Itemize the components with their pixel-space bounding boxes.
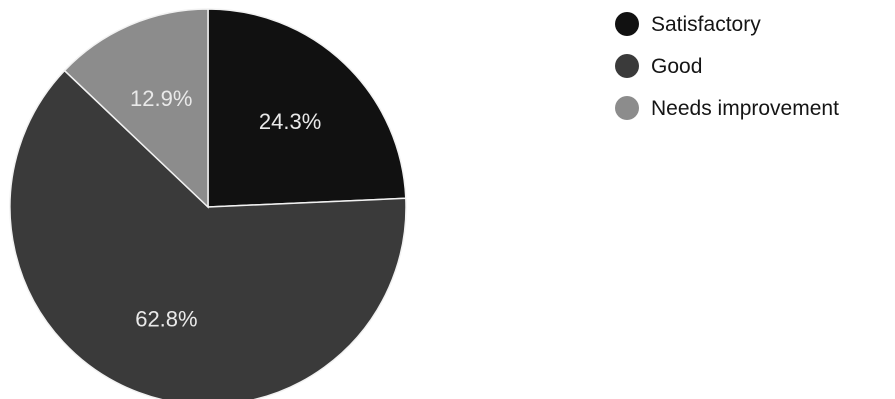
- legend-label-needs-improvement: Needs improvement: [651, 97, 839, 120]
- legend-label-good: Good: [651, 55, 702, 78]
- pie-slice-needs-improvement: [63, 8, 209, 209]
- pie-slice-good: [9, 69, 407, 399]
- legend-swatch-satisfactory: [615, 12, 639, 36]
- slice-value-label-good: 62.8%: [135, 306, 197, 331]
- legend-swatch-needs-improvement: [615, 96, 639, 120]
- slice-value-label-needs-improvement: 12.9%: [130, 86, 192, 111]
- legend-swatch-good: [615, 54, 639, 78]
- slice-value-label-satisfactory: 24.3%: [259, 109, 321, 134]
- pie-slice-labels: 24.3% 62.8% 12.9%: [130, 86, 321, 331]
- pie-slice-satisfactory: [207, 8, 407, 208]
- legend: Satisfactory Good Needs improvement: [615, 12, 839, 120]
- pie-slices: [9, 8, 407, 399]
- legend-label-satisfactory: Satisfactory: [651, 13, 761, 36]
